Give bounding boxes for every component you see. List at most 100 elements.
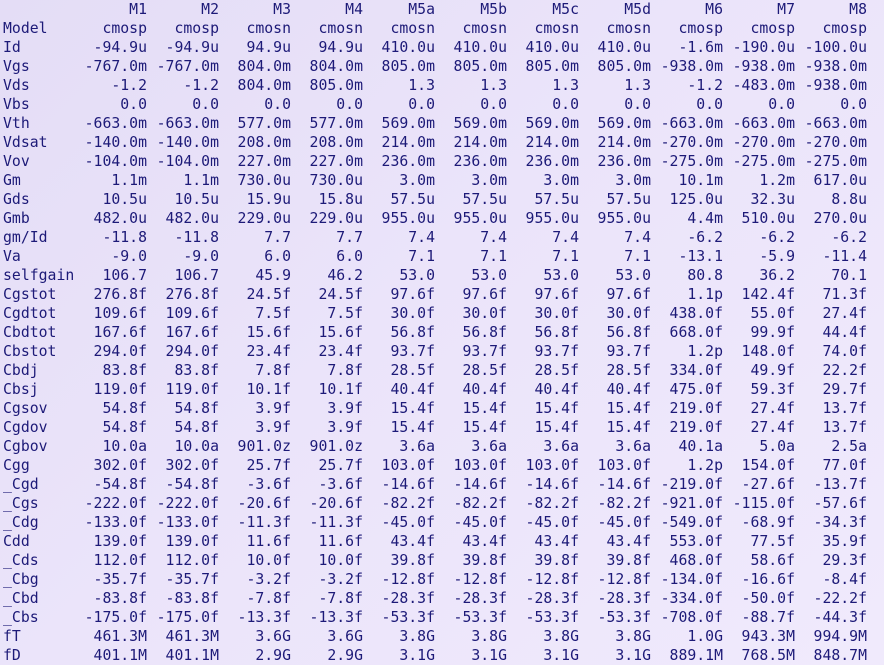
table-cell: 3.6G [255,628,291,645]
table-cell: -1.2 [183,77,219,94]
row-label: Gm [3,172,21,189]
table-cell: -104.0m [156,153,219,170]
column-header-m5d: M5d [624,1,651,18]
table-cell: 28.5f [534,362,579,379]
table-cell: -11.8 [174,229,219,246]
table-cell: -663.0m [84,115,147,132]
table-cell: 214.0m [597,134,651,151]
table-cell: 805.0m [453,58,507,75]
table-cell: 668.0f [669,324,723,341]
table-cell: 15.4f [534,400,579,417]
table-cell: -34.3f [813,514,867,531]
table-cell: 8.8u [831,191,867,208]
table-cell: 1.3 [624,77,651,94]
table-row: Vbs 0.0 0.0 0.0 0.0 0.0 0.0 0.0 0.0 0.0 0.0 0.0 [3,95,867,114]
row-label: Vov [3,153,30,170]
table-cell: 955.0u [381,210,435,227]
table-cell: -100.0u [804,39,867,56]
table-cell: 70.1 [831,267,867,284]
table-cell: -1.6m [678,39,723,56]
table-cell: 29.3f [822,552,867,569]
table-cell: -549.0f [660,514,723,531]
table-cell: -14.6f [525,476,579,493]
table-cell: 3.1G [399,647,435,664]
table-cell: -3.2f [246,571,291,588]
table-cell: -6.2 [759,229,795,246]
row-label: Cgsov [3,400,48,417]
table-cell: 83.8f [174,362,219,379]
table-cell: 7.1 [624,248,651,265]
table-cell: 93.7f [390,343,435,360]
row-label: Cbdtot [3,324,57,341]
table-cell: -35.7f [165,571,219,588]
table-cell: 49.9f [750,362,795,379]
table-cell: -45.0f [597,514,651,531]
table-cell: 1.1m [111,172,147,189]
table-cell: 461.3M [165,628,219,645]
table-cell: 236.0m [381,153,435,170]
table-cell: -54.8f [165,476,219,493]
table-cell: -219.0f [660,476,723,493]
table-cell: -222.0f [156,495,219,512]
table-cell: -938.0m [660,58,723,75]
table-cell: 229.0u [237,210,291,227]
table-cell: 302.0f [165,457,219,474]
table-cell: cmosp [174,20,219,37]
column-header-m8: M8 [849,1,867,18]
table-cell: -3.2f [318,571,363,588]
table-cell: 3.1G [615,647,651,664]
row-label: _Cgs [3,495,39,512]
table-cell: -663.0m [156,115,219,132]
row-label: _Cds [3,552,39,569]
row-label: Vdsat [3,134,48,151]
table-cell: 13.7f [822,400,867,417]
table-cell: -53.3f [597,609,651,626]
table-cell: 0.0 [840,96,867,113]
table-cell: 482.0u [93,210,147,227]
table-cell: 569.0m [597,115,651,132]
table-row: Gds 10.5u 10.5u 15.9u 15.8u 57.5u 57.5u 57.5u 57… [3,190,867,209]
table-cell: -88.7f [741,609,795,626]
table-row: Vgs -767.0m -767.0m 804.0m 804.0m 805.0m 805.0… [3,57,867,76]
table-cell: 214.0m [525,134,579,151]
table-cell: 53.0 [543,267,579,284]
table-cell: 1.0G [687,628,723,645]
table-cell: 43.4f [390,533,435,550]
table-cell: 3.9f [255,419,291,436]
table-cell: 3.6a [471,438,507,455]
table-cell: 804.0m [237,77,291,94]
table-cell: 43.4f [462,533,507,550]
table-cell: 3.0m [543,172,579,189]
table-cell: 401.1M [165,647,219,664]
table-cell: -53.3f [525,609,579,626]
table-cell: -28.3f [453,590,507,607]
table-cell: -12.8f [381,571,435,588]
table-cell: -45.0f [381,514,435,531]
table-cell: 730.0u [309,172,363,189]
table-row: Cgg 302.0f 302.0f 25.7f 25.7f 103.0f 103.0f 103… [3,456,867,475]
table-cell: -275.0m [660,153,723,170]
table-cell: 577.0m [237,115,291,132]
table-cell: 59.3f [750,381,795,398]
table-cell: 0.0 [192,96,219,113]
table-cell: 139.0f [165,533,219,550]
table-cell: -334.0f [660,590,723,607]
table-cell: -54.8f [93,476,147,493]
row-label: Gds [3,191,30,208]
table-cell: 56.8f [606,324,651,341]
table-cell: 10.0a [174,438,219,455]
table-cell: 3.8G [543,628,579,645]
table-cell: -140.0m [84,134,147,151]
table-cell: -767.0m [156,58,219,75]
table-cell: 569.0m [381,115,435,132]
table-cell: -83.8f [93,590,147,607]
table-cell: -9.0 [183,248,219,265]
table-cell: 44.4f [822,324,867,341]
table-cell: 6.0 [336,248,363,265]
table-cell: 112.0f [93,552,147,569]
table-cell: 7.4 [624,229,651,246]
table-row: _Cbg -35.7f -35.7f -3.2f -3.2f -12.8f -12.8f -1… [3,570,867,589]
table-cell: 148.0f [741,343,795,360]
table-cell: -82.2f [597,495,651,512]
